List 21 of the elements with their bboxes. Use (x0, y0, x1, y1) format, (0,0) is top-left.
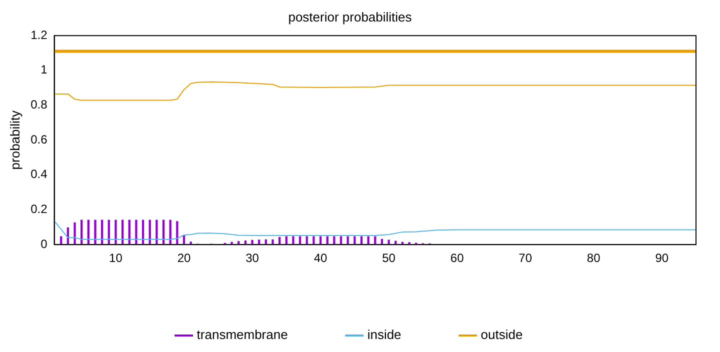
y-tick-label: 0.4 (30, 167, 48, 182)
y-tick-label: 1 (40, 62, 48, 77)
x-tick-label: 70 (518, 251, 532, 266)
x-tick-label: 40 (314, 251, 328, 266)
legend-label: inside (367, 327, 402, 342)
x-tick-label: 20 (177, 251, 191, 266)
y-tick-label: 0.2 (30, 202, 48, 216)
x-tick-label: 80 (586, 251, 601, 266)
y-axis-title: probability (7, 110, 22, 170)
x-tick-label: 10 (109, 251, 123, 266)
x-tick-label: 50 (382, 251, 396, 266)
chart-title: posterior probabilities (288, 9, 412, 24)
y-tick-label: 0.6 (30, 132, 48, 146)
x-tick-label: 60 (450, 251, 464, 266)
y-tick-label: 0 (40, 236, 48, 251)
y-tick-label: 1.2 (30, 28, 48, 42)
legend-label: outside (480, 327, 523, 342)
x-tick-label: 90 (655, 251, 669, 266)
x-tick-label: 30 (246, 251, 260, 266)
y-tick-label: 0.8 (30, 98, 48, 112)
legend-label: transmembrane (196, 327, 288, 342)
